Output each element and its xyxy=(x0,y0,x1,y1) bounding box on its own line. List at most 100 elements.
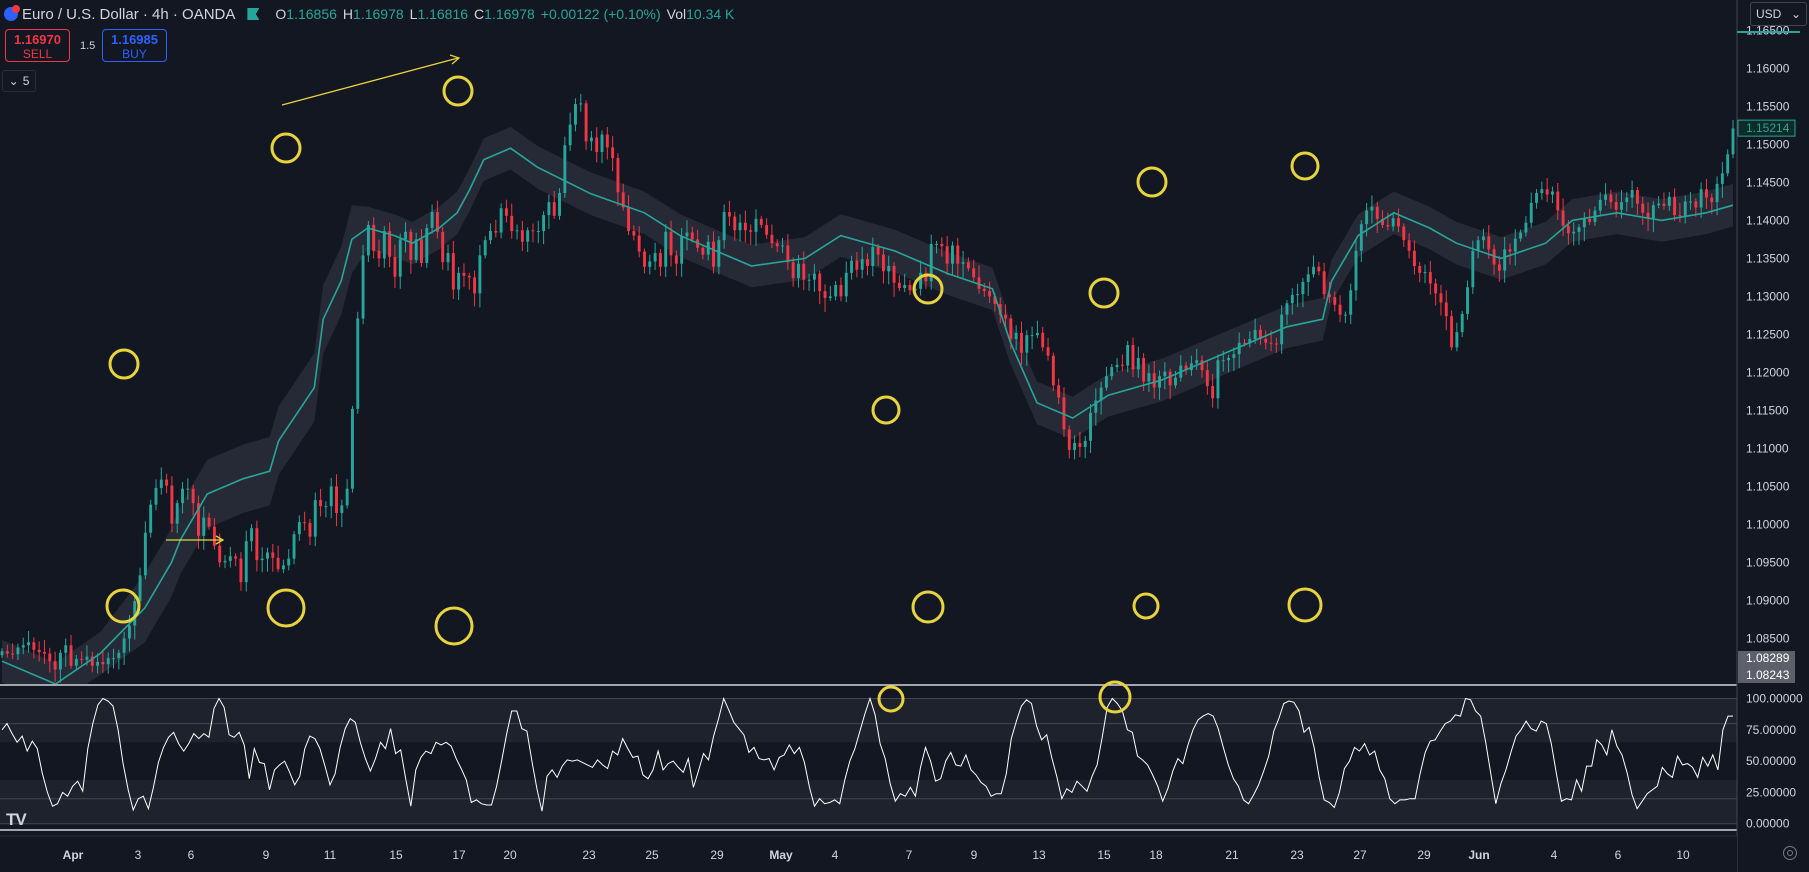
candle-body xyxy=(96,661,100,666)
spread-value: 1.5 xyxy=(80,40,96,52)
candle-body xyxy=(271,552,275,558)
candle-body xyxy=(802,263,806,280)
highlight-circle xyxy=(270,132,302,164)
candle-body xyxy=(53,661,57,670)
indicators-collapse-button[interactable]: ⌄ 5 xyxy=(2,70,36,92)
candle-body xyxy=(393,256,397,277)
candle-body xyxy=(648,261,652,267)
candle-body xyxy=(791,262,795,279)
low-price-label: 1.08289 xyxy=(1746,651,1790,665)
candle-body xyxy=(313,500,317,537)
candle-body xyxy=(1046,347,1050,356)
candle-body xyxy=(664,231,668,267)
candle-body xyxy=(1020,332,1023,353)
candle-body xyxy=(489,231,492,241)
candle-body xyxy=(1481,236,1485,241)
candle-body xyxy=(1412,250,1416,266)
oscillator-line xyxy=(1,696,1733,812)
indicator-count: 5 xyxy=(22,74,30,88)
settings-gear-icon[interactable] xyxy=(1783,846,1797,860)
candle-body xyxy=(892,266,896,283)
price-tick-label: 1.13000 xyxy=(1746,289,1790,303)
candle-body xyxy=(876,247,880,255)
sell-button[interactable]: 1.16970 SELL xyxy=(5,29,70,62)
candle-body xyxy=(515,230,519,232)
highlight-circle xyxy=(911,590,945,624)
symbol-title[interactable]: Euro / U.S. Dollar · 4h · OANDA xyxy=(22,5,236,23)
candle-body xyxy=(1237,342,1241,355)
candle-body xyxy=(1476,240,1480,251)
candle-body xyxy=(292,534,296,559)
candle-body xyxy=(1604,194,1608,200)
candle-body xyxy=(90,656,94,666)
candle-body xyxy=(621,192,625,208)
candle-body xyxy=(1216,360,1220,399)
price-tick-label: 1.15000 xyxy=(1746,137,1790,151)
candle-body xyxy=(212,526,216,546)
candle-body xyxy=(998,304,1002,315)
highlight-circle xyxy=(1132,592,1160,620)
candle-body xyxy=(64,645,68,653)
candle-body xyxy=(605,134,609,148)
candle-body xyxy=(356,318,360,409)
candle-body xyxy=(43,652,46,654)
highlight-circle xyxy=(1290,151,1320,181)
candle-body xyxy=(589,137,593,142)
candle-body xyxy=(1142,357,1146,382)
candle-body xyxy=(1471,250,1475,288)
candle-body xyxy=(223,560,227,563)
price-tick-label: 1.14500 xyxy=(1746,175,1790,189)
candle-body xyxy=(579,103,583,105)
candle-body xyxy=(781,245,785,247)
drawing-annotations[interactable] xyxy=(105,54,1323,714)
candle-body xyxy=(1200,360,1204,371)
candle-body xyxy=(903,285,907,289)
candle-body xyxy=(16,647,20,655)
tradingview-logo-icon[interactable]: TV xyxy=(6,810,27,829)
highlight-circle xyxy=(1098,680,1132,714)
candle-body xyxy=(504,208,508,216)
candle-body xyxy=(1428,272,1432,284)
candle-body xyxy=(228,556,232,561)
candle-body xyxy=(860,259,864,270)
candle-body xyxy=(558,193,561,216)
candle-body xyxy=(966,262,970,269)
time-tick-label: 9 xyxy=(971,848,978,862)
buy-button[interactable]: 1.16985 BUY xyxy=(102,29,167,62)
highlight-circle xyxy=(434,606,474,646)
candle-body xyxy=(1577,227,1581,232)
candle-body xyxy=(653,253,657,262)
candle-body xyxy=(350,408,354,489)
time-tick-label: 6 xyxy=(1615,848,1622,862)
candle-body xyxy=(409,231,413,260)
price-axis[interactable]: 1.16500 1.16000 1.15500 1.15000 1.14500 1.140… xyxy=(1736,0,1809,872)
time-tick-label: 3 xyxy=(135,848,142,862)
time-axis[interactable]: Apr 3 6 9 11 15 17 20 23 25 29 May 4 7 9 13 15 18 21 23 27 29… xyxy=(0,835,1737,872)
currency-select[interactable]: USD ⌄ xyxy=(1750,2,1807,26)
candle-body xyxy=(1529,202,1533,223)
candle-body xyxy=(1492,249,1496,265)
candle-body xyxy=(1662,203,1666,206)
highlight-circle xyxy=(1287,587,1323,623)
candle-body xyxy=(584,103,588,142)
candle-body xyxy=(1126,345,1130,366)
candle-body xyxy=(680,236,684,264)
price-axis-background xyxy=(1737,0,1809,872)
candle-body xyxy=(1110,367,1114,377)
candle-body xyxy=(935,243,938,245)
candle-body xyxy=(972,268,976,278)
candle-body xyxy=(1726,154,1730,174)
candle-body xyxy=(1566,225,1570,234)
candle-body xyxy=(255,528,259,561)
price-tick-label: 1.12000 xyxy=(1746,365,1790,379)
candle-body xyxy=(1248,338,1252,344)
candle-body xyxy=(712,241,715,267)
candle-body xyxy=(722,212,726,241)
candle-body xyxy=(218,545,222,563)
time-tick-label: 29 xyxy=(710,848,724,862)
envelope-band xyxy=(2,126,1733,684)
candle-body xyxy=(191,488,195,504)
time-tick-label: 21 xyxy=(1225,848,1239,862)
candle-body xyxy=(478,255,482,294)
